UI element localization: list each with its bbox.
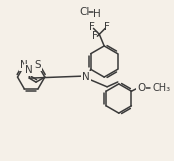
- Bar: [35, 63, 41, 68]
- Text: O: O: [137, 83, 145, 93]
- Bar: [21, 63, 27, 68]
- Text: Cl: Cl: [79, 7, 90, 17]
- Text: F: F: [104, 22, 110, 32]
- Text: F: F: [89, 22, 94, 32]
- Text: N: N: [25, 65, 33, 75]
- Text: N: N: [82, 72, 90, 82]
- Bar: [82, 74, 89, 80]
- Text: S: S: [35, 60, 41, 70]
- Text: N: N: [82, 72, 90, 82]
- Text: F: F: [92, 31, 97, 41]
- Text: N: N: [21, 60, 28, 70]
- Bar: [26, 68, 32, 73]
- Text: H: H: [93, 9, 101, 19]
- Text: CH₃: CH₃: [153, 83, 171, 93]
